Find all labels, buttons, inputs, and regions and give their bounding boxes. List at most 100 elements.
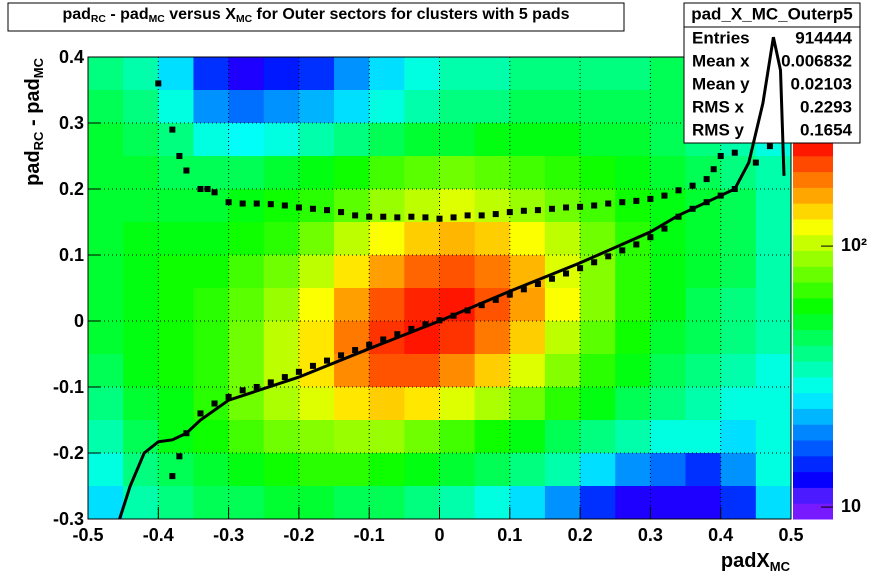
boxes: padRC - padMC versus XMC for Outer secto… <box>7 2 861 144</box>
profile-point <box>338 209 345 216</box>
palette-band <box>793 408 833 425</box>
heat-cell <box>615 453 651 487</box>
heat-cell <box>544 222 581 256</box>
heat-cell <box>580 123 616 157</box>
heat-cell <box>158 189 194 223</box>
heat-cell <box>123 57 159 91</box>
palette-band <box>793 171 833 188</box>
profile-point <box>281 202 288 209</box>
heat-cell <box>193 57 230 91</box>
palette-band <box>793 424 833 441</box>
heat-cell <box>404 222 440 256</box>
profile-point <box>309 362 316 369</box>
heatmap <box>88 57 791 519</box>
heat-cell <box>88 387 124 421</box>
heat-cell <box>439 321 476 355</box>
text-part: pad <box>62 6 90 23</box>
palette-band <box>793 313 833 330</box>
heat-cell <box>369 288 405 322</box>
heat-cell <box>580 156 616 190</box>
heat-cell <box>755 156 791 190</box>
stats-title: pad_X_MC_Outerp5 <box>691 4 853 23</box>
heat-cell <box>193 354 230 388</box>
heat-cell <box>158 222 194 256</box>
profile-point <box>703 176 710 183</box>
profile-point <box>176 153 183 159</box>
y-tick-label: 0 <box>74 311 84 331</box>
heat-cell <box>580 321 616 355</box>
subscript: RC <box>91 14 107 25</box>
heat-cell <box>298 189 335 223</box>
profile-point <box>464 212 471 219</box>
heat-cell <box>88 255 124 289</box>
heat-cell <box>439 420 476 454</box>
heat-cell <box>615 387 651 421</box>
heat-cell <box>88 222 124 256</box>
stats-label: Mean y <box>692 74 750 93</box>
x-tick-label: 0.2 <box>568 525 593 545</box>
heat-cell <box>263 123 300 157</box>
palette-band <box>793 203 833 220</box>
heat-cell <box>474 156 511 190</box>
heat-cell <box>263 453 300 487</box>
subscript: MC <box>149 14 166 25</box>
heat-cell <box>439 453 476 487</box>
heat-cell <box>439 222 476 256</box>
heat-cell <box>404 420 440 454</box>
profile-point <box>506 291 513 298</box>
heat-cell <box>755 222 791 256</box>
heat-cell <box>228 255 265 289</box>
y-tick-label: -0.3 <box>53 509 84 529</box>
heat-cell <box>298 321 335 355</box>
profile-point <box>267 379 274 386</box>
heat-cell <box>88 189 124 223</box>
text-part: pad <box>22 150 44 186</box>
heat-cell <box>685 255 722 289</box>
heat-cell <box>720 222 757 256</box>
heat-cell <box>404 255 440 289</box>
subscript: RC <box>31 131 46 150</box>
heat-cell <box>474 453 511 487</box>
stats-label: RMS y <box>692 120 745 139</box>
heat-cell <box>685 222 722 256</box>
heat-cell <box>755 189 791 223</box>
heat-cell <box>369 57 405 91</box>
heat-cell <box>650 90 687 124</box>
heat-cell <box>544 354 581 388</box>
profile-point <box>478 302 485 309</box>
heat-cell <box>720 321 757 355</box>
heat-cell <box>88 123 124 157</box>
heat-cell <box>439 156 476 190</box>
palette-band <box>793 503 833 520</box>
profile-point <box>225 393 232 400</box>
heat-cell <box>263 156 300 190</box>
palette-band <box>793 187 833 204</box>
heat-cell <box>88 321 124 355</box>
profile-point <box>605 253 612 260</box>
heat-cell <box>615 255 651 289</box>
profile-point <box>281 374 288 381</box>
heat-cell <box>509 420 546 454</box>
heat-cell <box>88 354 124 388</box>
profile-point <box>366 341 373 348</box>
heat-cell <box>369 156 405 190</box>
stats-value: 0.2293 <box>800 97 852 116</box>
heat-cell <box>123 90 159 124</box>
heat-cell <box>509 486 546 519</box>
heat-cell <box>439 57 476 91</box>
profile-point <box>633 197 640 204</box>
profile-point <box>309 205 316 212</box>
heat-cell <box>615 354 651 388</box>
stats-label: Entries <box>692 28 750 47</box>
x-tick-label: -0.4 <box>143 525 174 545</box>
profile-point <box>633 241 640 248</box>
heat-cell <box>228 156 265 190</box>
heat-cell <box>263 255 300 289</box>
palette-band <box>793 471 833 488</box>
subscript: MC <box>770 559 791 574</box>
x-axis-label: padXMC <box>721 550 791 574</box>
heat-cell <box>263 222 300 256</box>
text-part: - pad <box>106 6 149 23</box>
heat-cell <box>228 57 265 91</box>
profile-point <box>169 473 176 480</box>
